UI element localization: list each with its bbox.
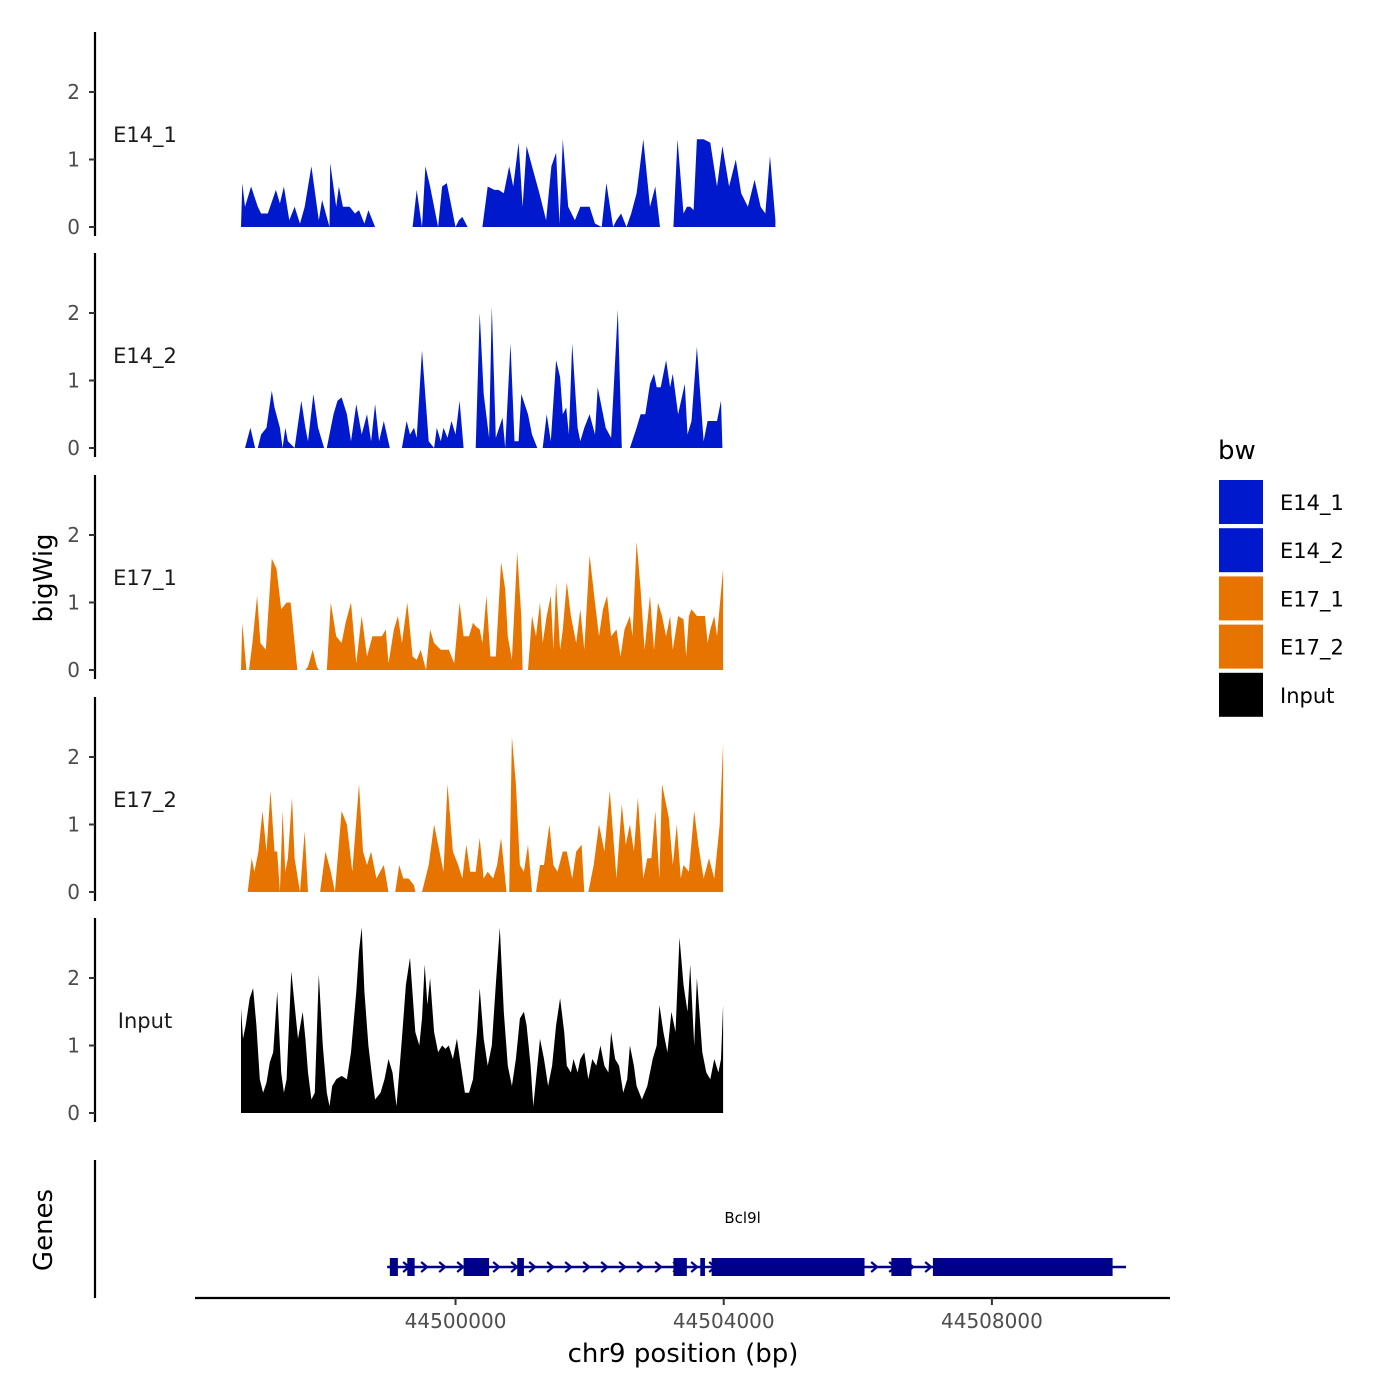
- legend-key-E17_2: [1219, 624, 1263, 669]
- y-axis-title: bigWig: [29, 533, 59, 622]
- strand-arrow: [870, 1261, 879, 1273]
- gene-exon: [673, 1258, 687, 1276]
- strand-arrow: [618, 1261, 627, 1273]
- y-tick-label: 1: [67, 369, 80, 393]
- y-tick-label: 0: [67, 215, 80, 239]
- y-tick-label: 1: [67, 1034, 80, 1058]
- gene-exon: [517, 1258, 524, 1276]
- track-label: Input: [118, 1009, 172, 1033]
- signal-area-E17_1: [241, 541, 724, 670]
- x-tick-label: 44504000: [673, 1309, 775, 1333]
- signal-area-E14_1: [241, 139, 776, 227]
- y-tick-label: 0: [67, 658, 80, 682]
- y-tick-label: 0: [67, 880, 80, 904]
- y-tick-label: 2: [67, 523, 80, 547]
- track-label: E17_2: [113, 788, 177, 813]
- legend-label: Input: [1280, 684, 1334, 708]
- strand-arrow: [510, 1261, 519, 1273]
- legend-key-E14_1: [1219, 480, 1263, 524]
- x-tick-label: 44500000: [405, 1309, 507, 1333]
- strand-arrow: [564, 1261, 573, 1273]
- legend-label: E17_1: [1280, 587, 1344, 612]
- track-label: E14_2: [113, 344, 177, 369]
- y-tick-label: 0: [67, 436, 80, 460]
- strand-arrow: [636, 1261, 645, 1273]
- track-panel-E17_1: 0 1 2 E17_1: [67, 475, 724, 682]
- strand-arrow: [600, 1261, 609, 1273]
- track-panel-Input: 0 1 2 Input: [67, 918, 724, 1125]
- y-tick-label: 2: [67, 80, 80, 104]
- y-tick-label: 2: [67, 745, 80, 769]
- gene-exon: [932, 1258, 1113, 1276]
- gene-exon: [891, 1258, 912, 1276]
- legend-label: E14_1: [1280, 491, 1344, 516]
- strand-arrow: [438, 1261, 447, 1273]
- signal-area-Input: [241, 927, 724, 1113]
- strand-arrow: [492, 1261, 501, 1273]
- strand-arrow: [546, 1261, 555, 1273]
- gene-layer: Bcl9l: [93, 1160, 1126, 1298]
- y-tick-label: 2: [67, 966, 80, 990]
- strand-arrow: [528, 1261, 537, 1273]
- y-tick-label: 1: [67, 813, 80, 837]
- track-panel-E14_1: 0 1 2 E14_1: [67, 32, 776, 239]
- strand-arrow: [420, 1261, 429, 1273]
- gene-exon: [389, 1258, 398, 1276]
- genes-axis-title: Genes: [29, 1189, 59, 1271]
- track-label: E17_1: [113, 566, 177, 591]
- x-tick-label: 44508000: [941, 1309, 1043, 1333]
- strand-arrow: [582, 1261, 591, 1273]
- gene-exon: [407, 1258, 415, 1276]
- legend-title: bw: [1218, 436, 1256, 466]
- x-axis: 44500000 44504000 44508000: [195, 1296, 1170, 1333]
- legend-key-E17_1: [1219, 576, 1263, 621]
- track-panel-E17_2: 0 1 2 E17_2: [67, 697, 724, 904]
- gene-exon: [463, 1258, 490, 1276]
- y-tick-label: 0: [67, 1101, 80, 1125]
- strand-arrow: [924, 1261, 933, 1273]
- gene-exon: [711, 1258, 865, 1276]
- track-panel-E14_2: 0 1 2 E14_2: [67, 253, 723, 460]
- signal-area-E17_2: [247, 736, 724, 892]
- track-label: E14_1: [113, 123, 177, 148]
- x-axis-title: chr9 position (bp): [568, 1339, 799, 1369]
- strand-arrow: [654, 1261, 663, 1273]
- strand-arrow: [456, 1261, 465, 1273]
- gene-name-label: Bcl9l: [724, 1209, 760, 1227]
- legend-key-Input: [1219, 672, 1263, 717]
- legend-label: E17_2: [1280, 636, 1344, 661]
- y-tick-label: 1: [67, 591, 80, 615]
- y-tick-label: 2: [67, 301, 80, 325]
- legend-label: E14_2: [1280, 539, 1344, 564]
- strand-arrow: [690, 1261, 699, 1273]
- legend-key-E14_2: [1219, 528, 1263, 573]
- tracks-layer: 0 1 2 E14_1 0 1 2 E14_2 0 1 2 E17_1 0 1 2 E17_2 0 1 2 Input: [67, 32, 776, 1125]
- legend: bw E14_1 E14_2 E17_1 E17_2 Input: [1218, 436, 1344, 717]
- signal-area-E14_2: [245, 306, 723, 448]
- gene-exon: [700, 1258, 705, 1276]
- y-tick-label: 1: [67, 148, 80, 172]
